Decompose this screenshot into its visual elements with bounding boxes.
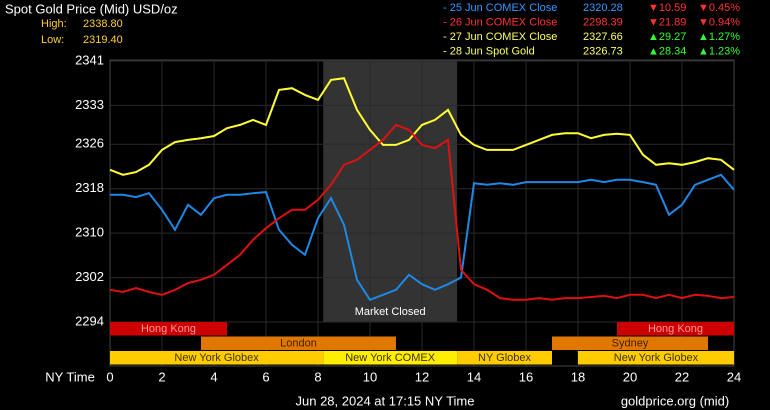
session-label: Sydney [612, 338, 649, 350]
x-tick-label: 20 [623, 369, 637, 384]
chart-title: Spot Gold Price (Mid) USD/oz [5, 1, 178, 16]
plot-frame [109, 59, 735, 367]
x-tick-label: 6 [262, 369, 269, 384]
x-tick-label: 8 [314, 369, 321, 384]
x-tick-label: 24 [727, 369, 741, 384]
series-line [109, 123, 735, 301]
session-label: New York Globex [174, 352, 259, 364]
y-tick-label: 2310 [75, 225, 104, 240]
legend-percent: ▼0.94% [698, 16, 740, 28]
session-bar [578, 351, 734, 365]
x-tick-label: 4 [210, 369, 217, 384]
session-label: NY Globex [478, 352, 531, 364]
legend-percent: ▲1.27% [698, 31, 740, 43]
legend-change: ▲29.27 [648, 31, 686, 43]
legend-close: 2298.39 [583, 16, 623, 28]
session-bar [552, 336, 708, 350]
y-tick-label: 2326 [75, 136, 104, 151]
y-tick-label: 2333 [75, 97, 104, 112]
x-tick-label: 2 [158, 369, 165, 384]
session-label: New York Globex [614, 352, 699, 364]
legend-name: - 25 Jun COMEX Close [443, 2, 557, 14]
x-axis-label: NY Time [45, 369, 95, 384]
session-bar [110, 322, 227, 336]
source: goldprice.org (mid) [621, 393, 729, 408]
x-tick-label: 10 [363, 369, 377, 384]
session-label: Hong Kong [648, 323, 703, 335]
legend-change: ▼10.59 [648, 2, 686, 14]
y-tick-label: 2341 [75, 52, 104, 67]
low-label: Low: [41, 34, 64, 46]
x-tick-label: 0 [106, 369, 113, 384]
x-tick-label: 16 [519, 369, 533, 384]
legend-close: 2320.28 [583, 2, 623, 14]
x-tick-label: 12 [415, 369, 429, 384]
session-bar [457, 351, 552, 365]
market-closed-region [323, 60, 458, 322]
legend-name: - 28 Jun Spot Gold [443, 45, 535, 57]
legend-percent: ▲1.23% [698, 45, 740, 57]
series-line [110, 173, 735, 302]
legend-name: - 27 Jun COMEX Close [443, 31, 557, 43]
y-tick-label: 2294 [75, 313, 104, 328]
x-tick-label: 14 [467, 369, 481, 384]
y-tick-label: 2318 [75, 180, 104, 195]
session-bar [323, 351, 458, 365]
y-tick-label: 2302 [75, 269, 104, 284]
session-label: New York COMEX [345, 352, 436, 364]
footer: Jun 28, 2024 at 17:15 NY Time [296, 393, 475, 408]
x-tick-label: 22 [675, 369, 689, 384]
legend-close: 2327.66 [583, 31, 623, 43]
legend-close: 2326.73 [583, 45, 623, 57]
legend-change: ▼21.89 [648, 16, 686, 28]
high-label: High: [41, 18, 67, 30]
x-tick-label: 18 [571, 369, 585, 384]
session-label: Hong Kong [141, 323, 196, 335]
series-line [109, 77, 735, 176]
session-bar [201, 336, 396, 350]
session-bar [110, 351, 324, 365]
session-label: London [280, 338, 317, 350]
session-bar [617, 322, 734, 336]
market-closed-label: Market Closed [355, 306, 426, 318]
legend-name: - 26 Jun COMEX Close [443, 16, 557, 28]
low-value: 2319.40 [83, 34, 123, 46]
legend-percent: ▼0.45% [698, 2, 740, 14]
high-value: 2338.80 [83, 18, 123, 30]
legend-change: ▲28.34 [648, 45, 686, 57]
